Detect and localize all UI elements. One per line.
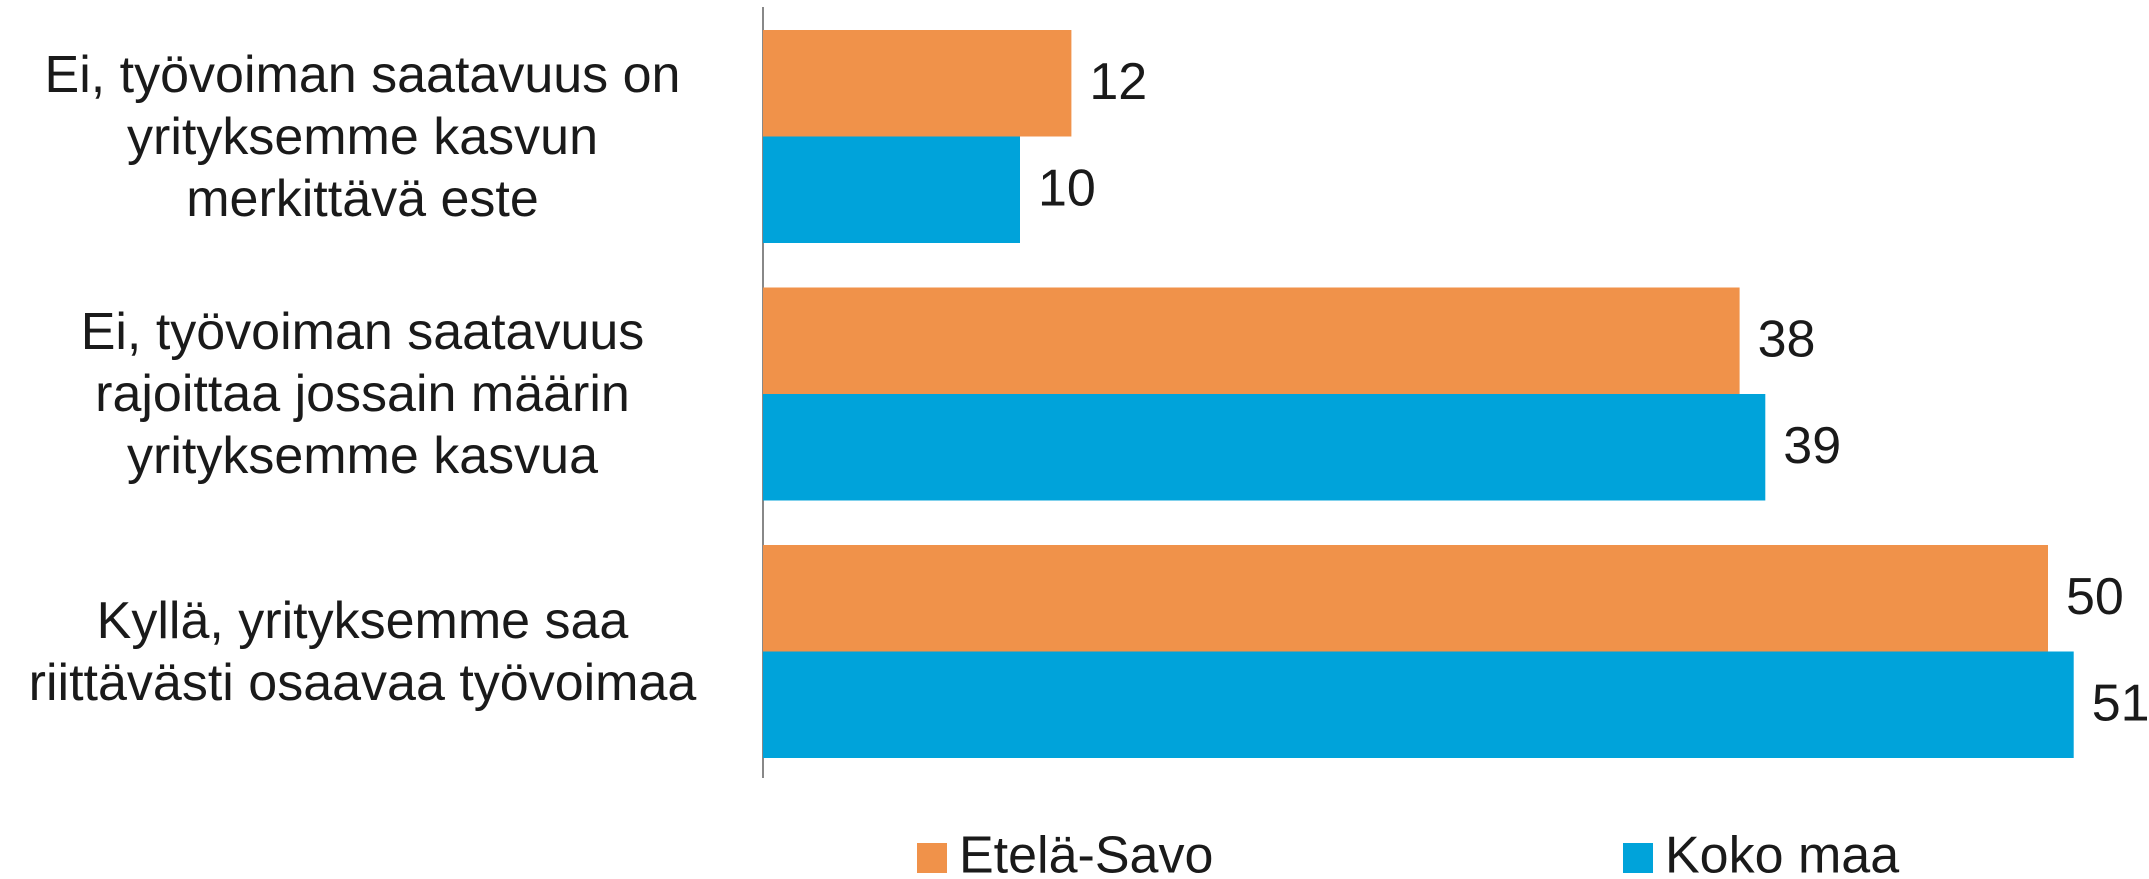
value-label: 50 — [2066, 568, 2124, 626]
value-label: 51 — [2092, 674, 2149, 732]
bar — [763, 651, 2074, 758]
value-label: 38 — [1758, 310, 1816, 368]
category-label: Kyllä, yrityksemme saa riittävästi osaav… — [28, 591, 697, 712]
value-label: 10 — [1038, 159, 1096, 217]
category-label: Ei, työvoiman saatavuus rajoittaa jossai… — [80, 303, 645, 485]
value-label: 12 — [1089, 53, 1147, 111]
bar — [763, 287, 1740, 394]
category-label: Ei, työvoiman saatavuus on yrityksemme k… — [44, 45, 681, 228]
bar — [763, 136, 1020, 243]
bar — [763, 30, 1072, 137]
bar — [763, 545, 2048, 652]
legend-swatch — [1623, 843, 1653, 873]
legend-label: Etelä-Savo — [959, 827, 1213, 879]
value-label: 39 — [1783, 417, 1841, 475]
legend-swatch — [917, 843, 947, 873]
legend-label: Koko maa — [1665, 827, 1899, 879]
bar — [763, 394, 1766, 501]
